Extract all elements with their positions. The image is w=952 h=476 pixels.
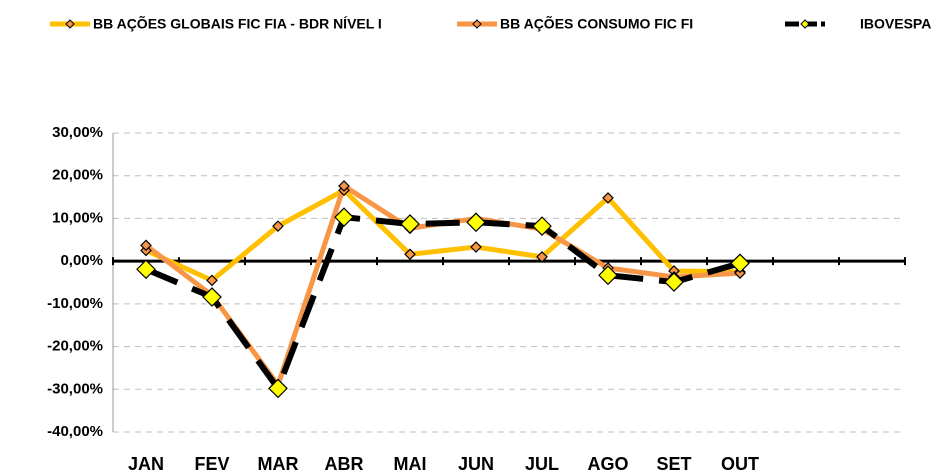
data-point bbox=[202, 287, 222, 307]
y-tick-label: 20,00% bbox=[52, 167, 103, 184]
data-point bbox=[206, 274, 218, 287]
data-point bbox=[334, 207, 354, 227]
data-point bbox=[268, 378, 288, 399]
x-tick-label: ABR bbox=[325, 454, 364, 474]
data-point bbox=[400, 214, 420, 234]
data-point bbox=[470, 241, 482, 253]
data-point bbox=[602, 192, 614, 204]
data-point bbox=[140, 239, 152, 252]
x-tick-label: SET bbox=[656, 454, 691, 474]
y-tick-label: -10,00% bbox=[47, 295, 103, 312]
y-tick-label: 30,00% bbox=[52, 124, 103, 141]
x-tick-label: JAN bbox=[128, 454, 164, 474]
y-tick-label: -40,00% bbox=[47, 423, 103, 440]
series-line bbox=[144, 183, 741, 388]
data-point bbox=[532, 216, 552, 236]
data-point bbox=[338, 180, 350, 192]
data-point bbox=[272, 220, 284, 232]
legend-marker bbox=[65, 19, 75, 29]
series-line bbox=[144, 214, 741, 392]
data-point bbox=[598, 265, 618, 286]
x-tick-label: JUL bbox=[525, 454, 559, 474]
data-point bbox=[136, 259, 156, 280]
data-point bbox=[664, 272, 684, 292]
legend-label: BB AÇÕES GLOBAIS FIC FIA - BDR NÍVEL I bbox=[93, 15, 382, 32]
y-tick-label: 10,00% bbox=[52, 209, 103, 226]
legend-marker bbox=[472, 19, 482, 29]
x-tick-label: JUN bbox=[458, 454, 494, 474]
legend-marker bbox=[800, 19, 810, 29]
data-point bbox=[536, 251, 548, 263]
x-tick-label: MAR bbox=[258, 454, 299, 474]
x-tick-label: OUT bbox=[721, 454, 759, 474]
y-tick-label: -20,00% bbox=[47, 338, 103, 355]
series-line bbox=[144, 187, 741, 283]
data-point bbox=[404, 248, 416, 261]
data-point bbox=[730, 253, 750, 274]
x-tick-label: MAI bbox=[394, 454, 427, 474]
legend-label: IBOVESPA bbox=[860, 16, 931, 32]
x-tick-label: AGO bbox=[587, 454, 628, 474]
y-tick-label: -30,00% bbox=[47, 380, 103, 397]
x-tick-label: FEV bbox=[194, 454, 229, 474]
data-point bbox=[466, 212, 486, 233]
y-tick-label: 0,00% bbox=[60, 252, 103, 269]
legend-label: BB AÇÕES CONSUMO FIC FI bbox=[500, 15, 693, 32]
